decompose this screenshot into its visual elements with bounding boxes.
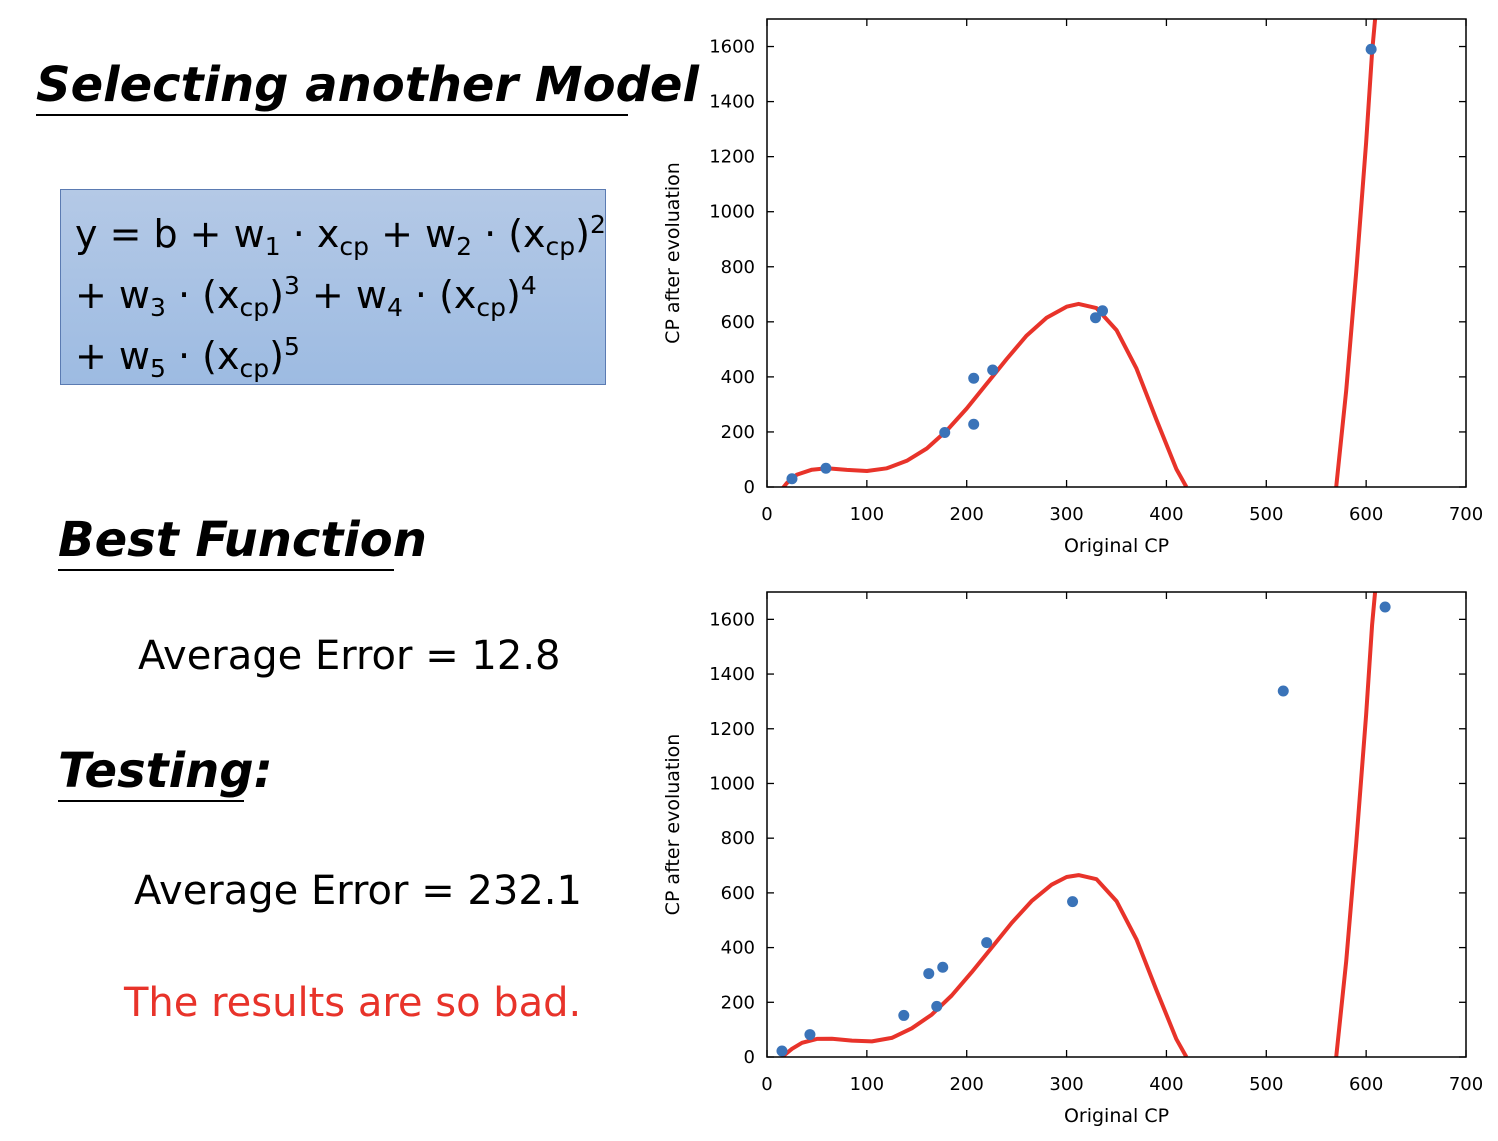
y-tick-label: 1000 xyxy=(709,773,755,794)
x-tick-label: 600 xyxy=(1349,504,1383,525)
y-axis-label: CP after evoluation xyxy=(662,162,684,344)
y-tick-label: 0 xyxy=(744,1047,755,1068)
testing-error: Average Error = 232.1 xyxy=(134,868,582,914)
formula-line-1: y = b + w1 · xcp + w2 · (xcp)2 xyxy=(75,210,606,261)
x-tick-label: 300 xyxy=(1049,1074,1083,1095)
x-tick-label: 100 xyxy=(850,504,884,525)
data-point xyxy=(1090,312,1102,324)
y-tick-label: 200 xyxy=(721,422,755,443)
plot-frame xyxy=(766,591,1467,1058)
data-point xyxy=(776,1045,788,1057)
y-tick-label: 1400 xyxy=(709,92,755,113)
y-tick-label: 600 xyxy=(721,312,755,333)
y-axis-label: CP after evoluation xyxy=(662,734,684,916)
data-point xyxy=(923,968,935,980)
data-point xyxy=(931,1000,943,1012)
plot-frame xyxy=(766,18,1467,488)
x-tick-label: 700 xyxy=(1449,504,1483,525)
x-tick-label: 300 xyxy=(1049,504,1083,525)
y-tick-label: 400 xyxy=(721,938,755,959)
data-point xyxy=(786,473,798,485)
x-tick-label: 500 xyxy=(1249,504,1283,525)
data-point xyxy=(898,1009,910,1021)
data-point xyxy=(987,364,999,376)
x-tick-label: 400 xyxy=(1149,504,1183,525)
best-function-heading: Best Function xyxy=(58,514,427,571)
data-point xyxy=(1379,601,1391,613)
data-point xyxy=(939,426,951,438)
data-point xyxy=(968,372,980,384)
testing-heading: Testing: xyxy=(58,745,273,802)
model-formula: y = b + w1 · xcp + w2 · (xcp)2 + w3 · (x… xyxy=(60,189,606,385)
data-point xyxy=(1277,685,1289,697)
x-tick-label: 700 xyxy=(1449,1074,1483,1095)
data-point xyxy=(804,1029,816,1041)
y-tick-label: 1600 xyxy=(709,609,755,630)
x-tick-label: 0 xyxy=(761,1074,772,1095)
data-point xyxy=(1097,305,1109,317)
y-tick-label: 800 xyxy=(721,257,755,278)
x-tick-label: 0 xyxy=(761,504,772,525)
data-point xyxy=(820,462,832,474)
x-tick-label: 400 xyxy=(1149,1074,1183,1095)
y-tick-label: 1200 xyxy=(709,147,755,168)
x-tick-label: 600 xyxy=(1349,1074,1383,1095)
y-tick-label: 800 xyxy=(721,828,755,849)
training-error: Average Error = 12.8 xyxy=(138,633,561,679)
x-axis-label: Original CP xyxy=(1064,1105,1169,1127)
x-tick-label: 200 xyxy=(950,504,984,525)
x-tick-label: 200 xyxy=(950,1074,984,1095)
result-note: The results are so bad. xyxy=(124,980,582,1026)
y-tick-label: 600 xyxy=(721,883,755,904)
data-point xyxy=(1365,43,1377,55)
data-point xyxy=(981,937,993,949)
slide-title: Selecting another Model xyxy=(36,59,699,116)
data-point xyxy=(1067,896,1079,908)
fit-curve-right xyxy=(1334,592,1378,1057)
fit-curve xyxy=(780,873,1189,1057)
formula-line-3: + w5 · (xcp)5 xyxy=(75,332,300,383)
y-tick-label: 0 xyxy=(744,477,755,498)
y-tick-label: 1200 xyxy=(709,719,755,740)
y-tick-label: 200 xyxy=(721,992,755,1013)
y-tick-label: 1000 xyxy=(709,202,755,223)
data-point xyxy=(968,418,980,430)
x-axis-label: Original CP xyxy=(1064,535,1169,557)
y-tick-label: 1600 xyxy=(709,37,755,58)
data-point xyxy=(937,961,949,973)
formula-line-2: + w3 · (xcp)3 + w4 · (xcp)4 xyxy=(75,271,537,322)
y-tick-label: 1400 xyxy=(709,664,755,685)
x-tick-label: 100 xyxy=(850,1074,884,1095)
y-tick-label: 400 xyxy=(721,367,755,388)
x-tick-label: 500 xyxy=(1249,1074,1283,1095)
